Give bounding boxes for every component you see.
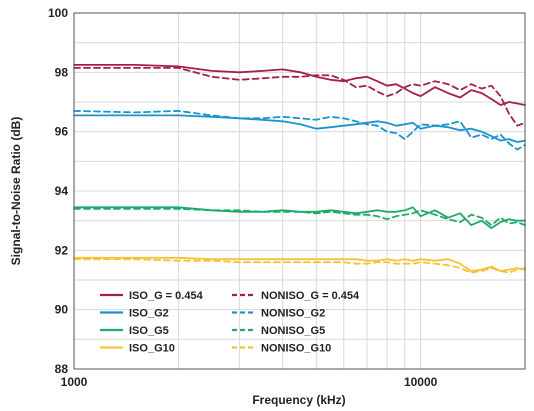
y-tick-label: 100 bbox=[48, 6, 68, 20]
x-tick-label: 10000 bbox=[404, 375, 438, 389]
series-line-noniso-g10 bbox=[73, 258, 526, 274]
y-tick-label: 90 bbox=[55, 303, 69, 317]
legend-label: NONISO_G = 0.454 bbox=[261, 290, 360, 302]
legend: ISO_G = 0.454 NONISO_G = 0.454 ISO_G2 NONIS… bbox=[100, 290, 360, 355]
x-tick-label: 1000 bbox=[61, 375, 88, 389]
y-tick-label: 94 bbox=[55, 184, 69, 198]
y-tick-label: 88 bbox=[55, 362, 69, 376]
series-line-iso-g2 bbox=[73, 114, 526, 143]
y-tick-label: 92 bbox=[55, 243, 69, 257]
series-line-noniso-g-0-454 bbox=[73, 67, 526, 127]
gridlines bbox=[74, 13, 525, 369]
y-tick-label: 98 bbox=[55, 65, 69, 79]
legend-label: ISO_G5 bbox=[129, 325, 169, 337]
series-line-iso-g5 bbox=[73, 206, 526, 229]
legend-label: NONISO_G5 bbox=[261, 325, 325, 337]
series-line-noniso-g2 bbox=[73, 110, 526, 151]
legend-label: ISO_G2 bbox=[129, 308, 169, 320]
y-axis-ticks: 88 90 92 94 96 98 100 bbox=[48, 6, 68, 376]
x-axis-ticks: 1000 10000 bbox=[61, 375, 438, 389]
x-axis-title: Frequency (kHz) bbox=[252, 393, 345, 407]
series-line-iso-g-0-454 bbox=[73, 64, 526, 106]
y-tick-label: 96 bbox=[55, 125, 69, 139]
series-line-iso-g10 bbox=[73, 256, 526, 272]
series-line-noniso-g5 bbox=[73, 207, 526, 226]
y-axis-title: Signal-to-Noise Ratio (dB) bbox=[9, 117, 23, 266]
plot-frame bbox=[73, 12, 526, 370]
legend-label: NONISO_G2 bbox=[261, 308, 325, 320]
legend-label: NONISO_G10 bbox=[261, 343, 331, 355]
legend-label: ISO_G10 bbox=[129, 343, 175, 355]
series-lines bbox=[73, 64, 526, 274]
legend-label: ISO_G = 0.454 bbox=[129, 290, 204, 302]
